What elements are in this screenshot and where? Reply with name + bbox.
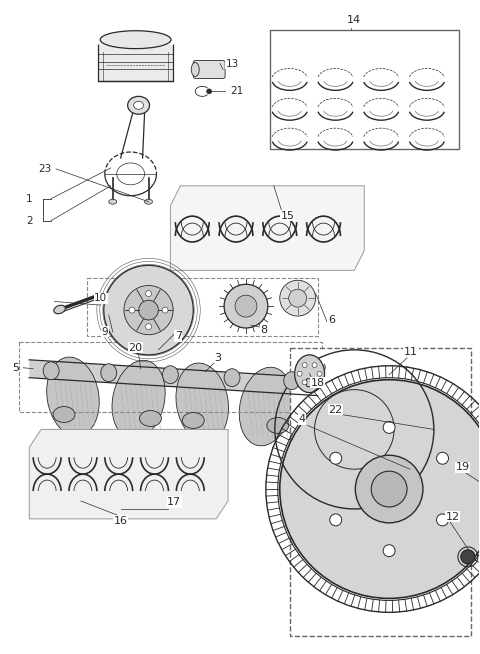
Text: 6: 6 — [328, 315, 335, 325]
Circle shape — [145, 290, 152, 296]
Text: 14: 14 — [347, 15, 361, 25]
Circle shape — [104, 266, 193, 355]
Circle shape — [383, 421, 395, 434]
Text: 17: 17 — [168, 497, 181, 507]
Ellipse shape — [47, 357, 99, 436]
Circle shape — [288, 289, 307, 307]
Ellipse shape — [128, 96, 150, 114]
Ellipse shape — [144, 199, 153, 204]
Circle shape — [145, 324, 152, 330]
Text: 2: 2 — [26, 216, 33, 226]
Text: 5: 5 — [12, 363, 19, 373]
FancyBboxPatch shape — [193, 61, 225, 78]
Circle shape — [436, 453, 448, 464]
Ellipse shape — [239, 368, 292, 446]
Text: 11: 11 — [404, 347, 418, 357]
Ellipse shape — [267, 417, 288, 434]
Circle shape — [330, 453, 342, 464]
Text: 7: 7 — [175, 331, 182, 341]
Ellipse shape — [182, 413, 204, 428]
Polygon shape — [29, 430, 228, 519]
Ellipse shape — [295, 355, 324, 392]
FancyBboxPatch shape — [307, 379, 319, 387]
Circle shape — [124, 286, 173, 335]
Text: 15: 15 — [281, 211, 295, 220]
Text: 23: 23 — [38, 164, 52, 174]
Polygon shape — [290, 348, 471, 636]
Ellipse shape — [43, 362, 59, 380]
Ellipse shape — [117, 163, 144, 185]
Text: 1: 1 — [26, 194, 33, 204]
Text: 4: 4 — [298, 415, 305, 424]
Polygon shape — [29, 360, 318, 396]
Text: 21: 21 — [230, 86, 244, 96]
Circle shape — [312, 362, 317, 368]
Text: (M/T): (M/T) — [298, 364, 326, 374]
Text: 9: 9 — [101, 327, 108, 337]
Circle shape — [224, 284, 268, 328]
Ellipse shape — [224, 369, 240, 387]
Circle shape — [297, 371, 302, 376]
Circle shape — [461, 550, 475, 564]
Text: 12: 12 — [446, 512, 460, 522]
Text: 18: 18 — [311, 377, 324, 388]
Ellipse shape — [133, 101, 144, 109]
Polygon shape — [170, 186, 364, 270]
Text: 8: 8 — [260, 325, 267, 335]
Ellipse shape — [162, 366, 179, 384]
Circle shape — [312, 380, 317, 385]
Circle shape — [280, 281, 315, 316]
Ellipse shape — [176, 363, 228, 442]
Ellipse shape — [53, 407, 75, 422]
Ellipse shape — [109, 199, 117, 204]
Ellipse shape — [101, 364, 117, 382]
Circle shape — [302, 362, 307, 368]
Text: 16: 16 — [114, 516, 128, 526]
Circle shape — [207, 89, 212, 94]
Ellipse shape — [54, 305, 65, 314]
Circle shape — [129, 307, 135, 313]
Circle shape — [436, 514, 448, 526]
Ellipse shape — [140, 411, 161, 426]
Text: 22: 22 — [328, 405, 343, 415]
Circle shape — [317, 371, 322, 376]
Circle shape — [330, 514, 342, 526]
Text: 13: 13 — [226, 59, 239, 69]
Ellipse shape — [192, 63, 199, 77]
Text: 3: 3 — [215, 353, 222, 363]
Text: 20: 20 — [129, 343, 143, 353]
Ellipse shape — [100, 31, 171, 48]
Polygon shape — [98, 44, 173, 82]
Circle shape — [371, 471, 407, 507]
Circle shape — [302, 380, 307, 385]
Bar — [270, 29, 459, 149]
Circle shape — [162, 307, 168, 313]
Ellipse shape — [284, 371, 300, 390]
Circle shape — [280, 380, 480, 598]
Ellipse shape — [112, 360, 165, 439]
Text: 19: 19 — [456, 462, 470, 472]
Circle shape — [355, 455, 423, 523]
Text: 10: 10 — [94, 293, 108, 303]
Circle shape — [235, 295, 257, 317]
Circle shape — [139, 300, 158, 320]
Circle shape — [383, 545, 395, 557]
